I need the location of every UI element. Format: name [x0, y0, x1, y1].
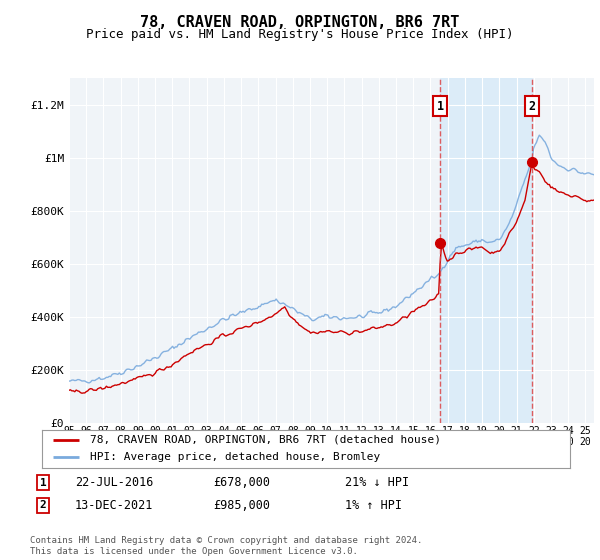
Text: 78, CRAVEN ROAD, ORPINGTON, BR6 7RT (detached house): 78, CRAVEN ROAD, ORPINGTON, BR6 7RT (det… [89, 435, 440, 445]
Text: Contains HM Land Registry data © Crown copyright and database right 2024.
This d: Contains HM Land Registry data © Crown c… [30, 536, 422, 556]
Text: 2: 2 [40, 500, 47, 510]
Bar [440, 78, 532, 423]
Text: £985,000: £985,000 [213, 498, 270, 512]
Text: £678,000: £678,000 [213, 476, 270, 489]
Text: 21% ↓ HPI: 21% ↓ HPI [345, 476, 409, 489]
Text: 78, CRAVEN ROAD, ORPINGTON, BR6 7RT: 78, CRAVEN ROAD, ORPINGTON, BR6 7RT [140, 15, 460, 30]
Text: HPI: Average price, detached house, Bromley: HPI: Average price, detached house, Brom… [89, 452, 380, 463]
Text: 1% ↑ HPI: 1% ↑ HPI [345, 498, 402, 512]
Text: 1: 1 [40, 478, 47, 488]
Text: 2: 2 [529, 100, 536, 113]
Text: 22-JUL-2016: 22-JUL-2016 [75, 476, 154, 489]
Text: Price paid vs. HM Land Registry's House Price Index (HPI): Price paid vs. HM Land Registry's House … [86, 28, 514, 41]
Text: 1: 1 [436, 100, 443, 113]
Text: 13-DEC-2021: 13-DEC-2021 [75, 498, 154, 512]
